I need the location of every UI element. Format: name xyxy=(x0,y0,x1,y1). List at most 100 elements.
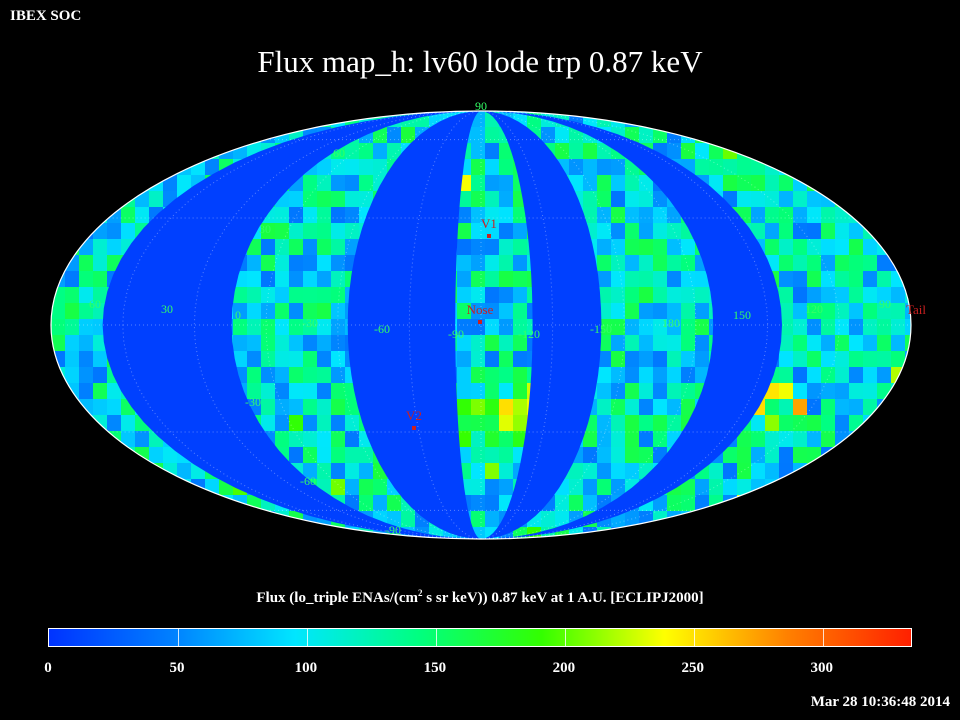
flux-pixel xyxy=(821,527,836,539)
flux-pixel xyxy=(737,431,752,448)
colorbar-tick xyxy=(693,629,695,646)
flux-pixel xyxy=(93,383,108,400)
flux-pixel xyxy=(779,287,794,304)
flux-pixel xyxy=(471,239,486,256)
flux-pixel xyxy=(863,431,878,448)
flux-pixel xyxy=(79,447,94,464)
flux-pixel xyxy=(275,319,290,336)
flux-pixel xyxy=(261,287,276,304)
flux-pixel xyxy=(807,415,822,432)
flux-pixel xyxy=(275,383,290,400)
flux-pixel xyxy=(583,463,598,480)
latitude-label: 90 xyxy=(475,99,487,113)
flux-pixel xyxy=(821,399,836,416)
flux-pixel xyxy=(723,463,738,480)
flux-pixel xyxy=(639,415,654,432)
flux-pixel xyxy=(191,511,206,528)
flux-pixel xyxy=(653,207,668,224)
flux-pixel xyxy=(807,239,822,256)
flux-pixel xyxy=(51,255,66,272)
flux-pixel xyxy=(807,207,822,224)
flux-pixel xyxy=(65,271,80,288)
flux-pixel xyxy=(233,351,248,368)
flux-pixel xyxy=(765,495,780,512)
flux-pixel xyxy=(79,303,94,320)
flux-pixel xyxy=(513,431,528,448)
flux-pixel xyxy=(779,335,794,352)
flux-pixel xyxy=(611,335,626,352)
flux-pixel xyxy=(793,127,808,144)
flux-pixel xyxy=(807,143,822,160)
flux-pixel xyxy=(261,319,276,336)
flux-pixel xyxy=(905,111,911,128)
flux-pixel xyxy=(65,431,80,448)
flux-pixel xyxy=(835,303,850,320)
flux-pixel xyxy=(163,143,178,160)
flux-pixel xyxy=(331,271,346,288)
flux-pixel xyxy=(849,127,864,144)
flux-pixel xyxy=(51,239,66,256)
flux-pixel xyxy=(653,111,668,128)
flux-pixel xyxy=(107,143,122,160)
flux-pixel xyxy=(653,191,668,208)
flux-pixel xyxy=(653,495,668,512)
flux-pixel xyxy=(513,399,528,416)
flux-pixel xyxy=(793,351,808,368)
flux-pixel xyxy=(625,415,640,432)
flux-pixel xyxy=(905,527,911,539)
flux-pixel xyxy=(499,383,514,400)
flux-pixel xyxy=(737,127,752,144)
flux-pixel xyxy=(793,175,808,192)
flux-pixel xyxy=(205,495,220,512)
flux-pixel xyxy=(303,255,318,272)
flux-pixel xyxy=(779,319,794,336)
flux-pixel xyxy=(863,495,878,512)
flux-pixel xyxy=(65,335,80,352)
flux-pixel xyxy=(401,511,416,528)
flux-pixel xyxy=(625,511,640,528)
flux-pixel xyxy=(233,511,248,528)
flux-pixel xyxy=(471,447,486,464)
flux-pixel xyxy=(611,431,626,448)
flux-pixel xyxy=(877,351,892,368)
flux-pixel xyxy=(121,511,136,528)
flux-pixel xyxy=(821,511,836,528)
flux-caption: Flux (lo_triple ENAs/(cm2 s sr keV)) 0.8… xyxy=(0,588,960,607)
flux-pixel xyxy=(821,127,836,144)
flux-pixel xyxy=(583,159,598,176)
flux-pixel xyxy=(233,319,248,336)
flux-pixel xyxy=(79,207,94,224)
flux-pixel xyxy=(485,335,500,352)
flux-pixel xyxy=(793,431,808,448)
flux-pixel xyxy=(793,143,808,160)
flux-pixel xyxy=(457,383,472,400)
flux-pixel xyxy=(835,463,850,480)
flux-pixel xyxy=(121,111,136,128)
flux-pixel xyxy=(93,159,108,176)
flux-pixel xyxy=(891,399,906,416)
flux-pixel xyxy=(891,111,906,128)
flux-pixel xyxy=(149,159,164,176)
flux-pixel xyxy=(163,527,178,539)
flux-pixel xyxy=(765,111,780,128)
colorbar-tick xyxy=(306,629,308,646)
flux-pixel xyxy=(471,335,486,352)
flux-pixel xyxy=(793,495,808,512)
flux-pixel xyxy=(387,143,402,160)
flux-pixel xyxy=(835,511,850,528)
flux-pixel xyxy=(905,191,911,208)
flux-pixel xyxy=(499,447,514,464)
flux-pixel xyxy=(289,287,304,304)
flux-pixel xyxy=(135,447,150,464)
flux-pixel xyxy=(611,223,626,240)
flux-pixel xyxy=(905,495,911,512)
flux-pixel xyxy=(79,287,94,304)
flux-pixel xyxy=(65,479,80,496)
flux-pixel xyxy=(835,143,850,160)
flux-pixel xyxy=(695,287,710,304)
flux-pixel xyxy=(639,271,654,288)
empty-band xyxy=(102,111,481,539)
flux-pixel xyxy=(569,463,584,480)
flux-pixel xyxy=(303,287,318,304)
flux-pixel xyxy=(583,175,598,192)
